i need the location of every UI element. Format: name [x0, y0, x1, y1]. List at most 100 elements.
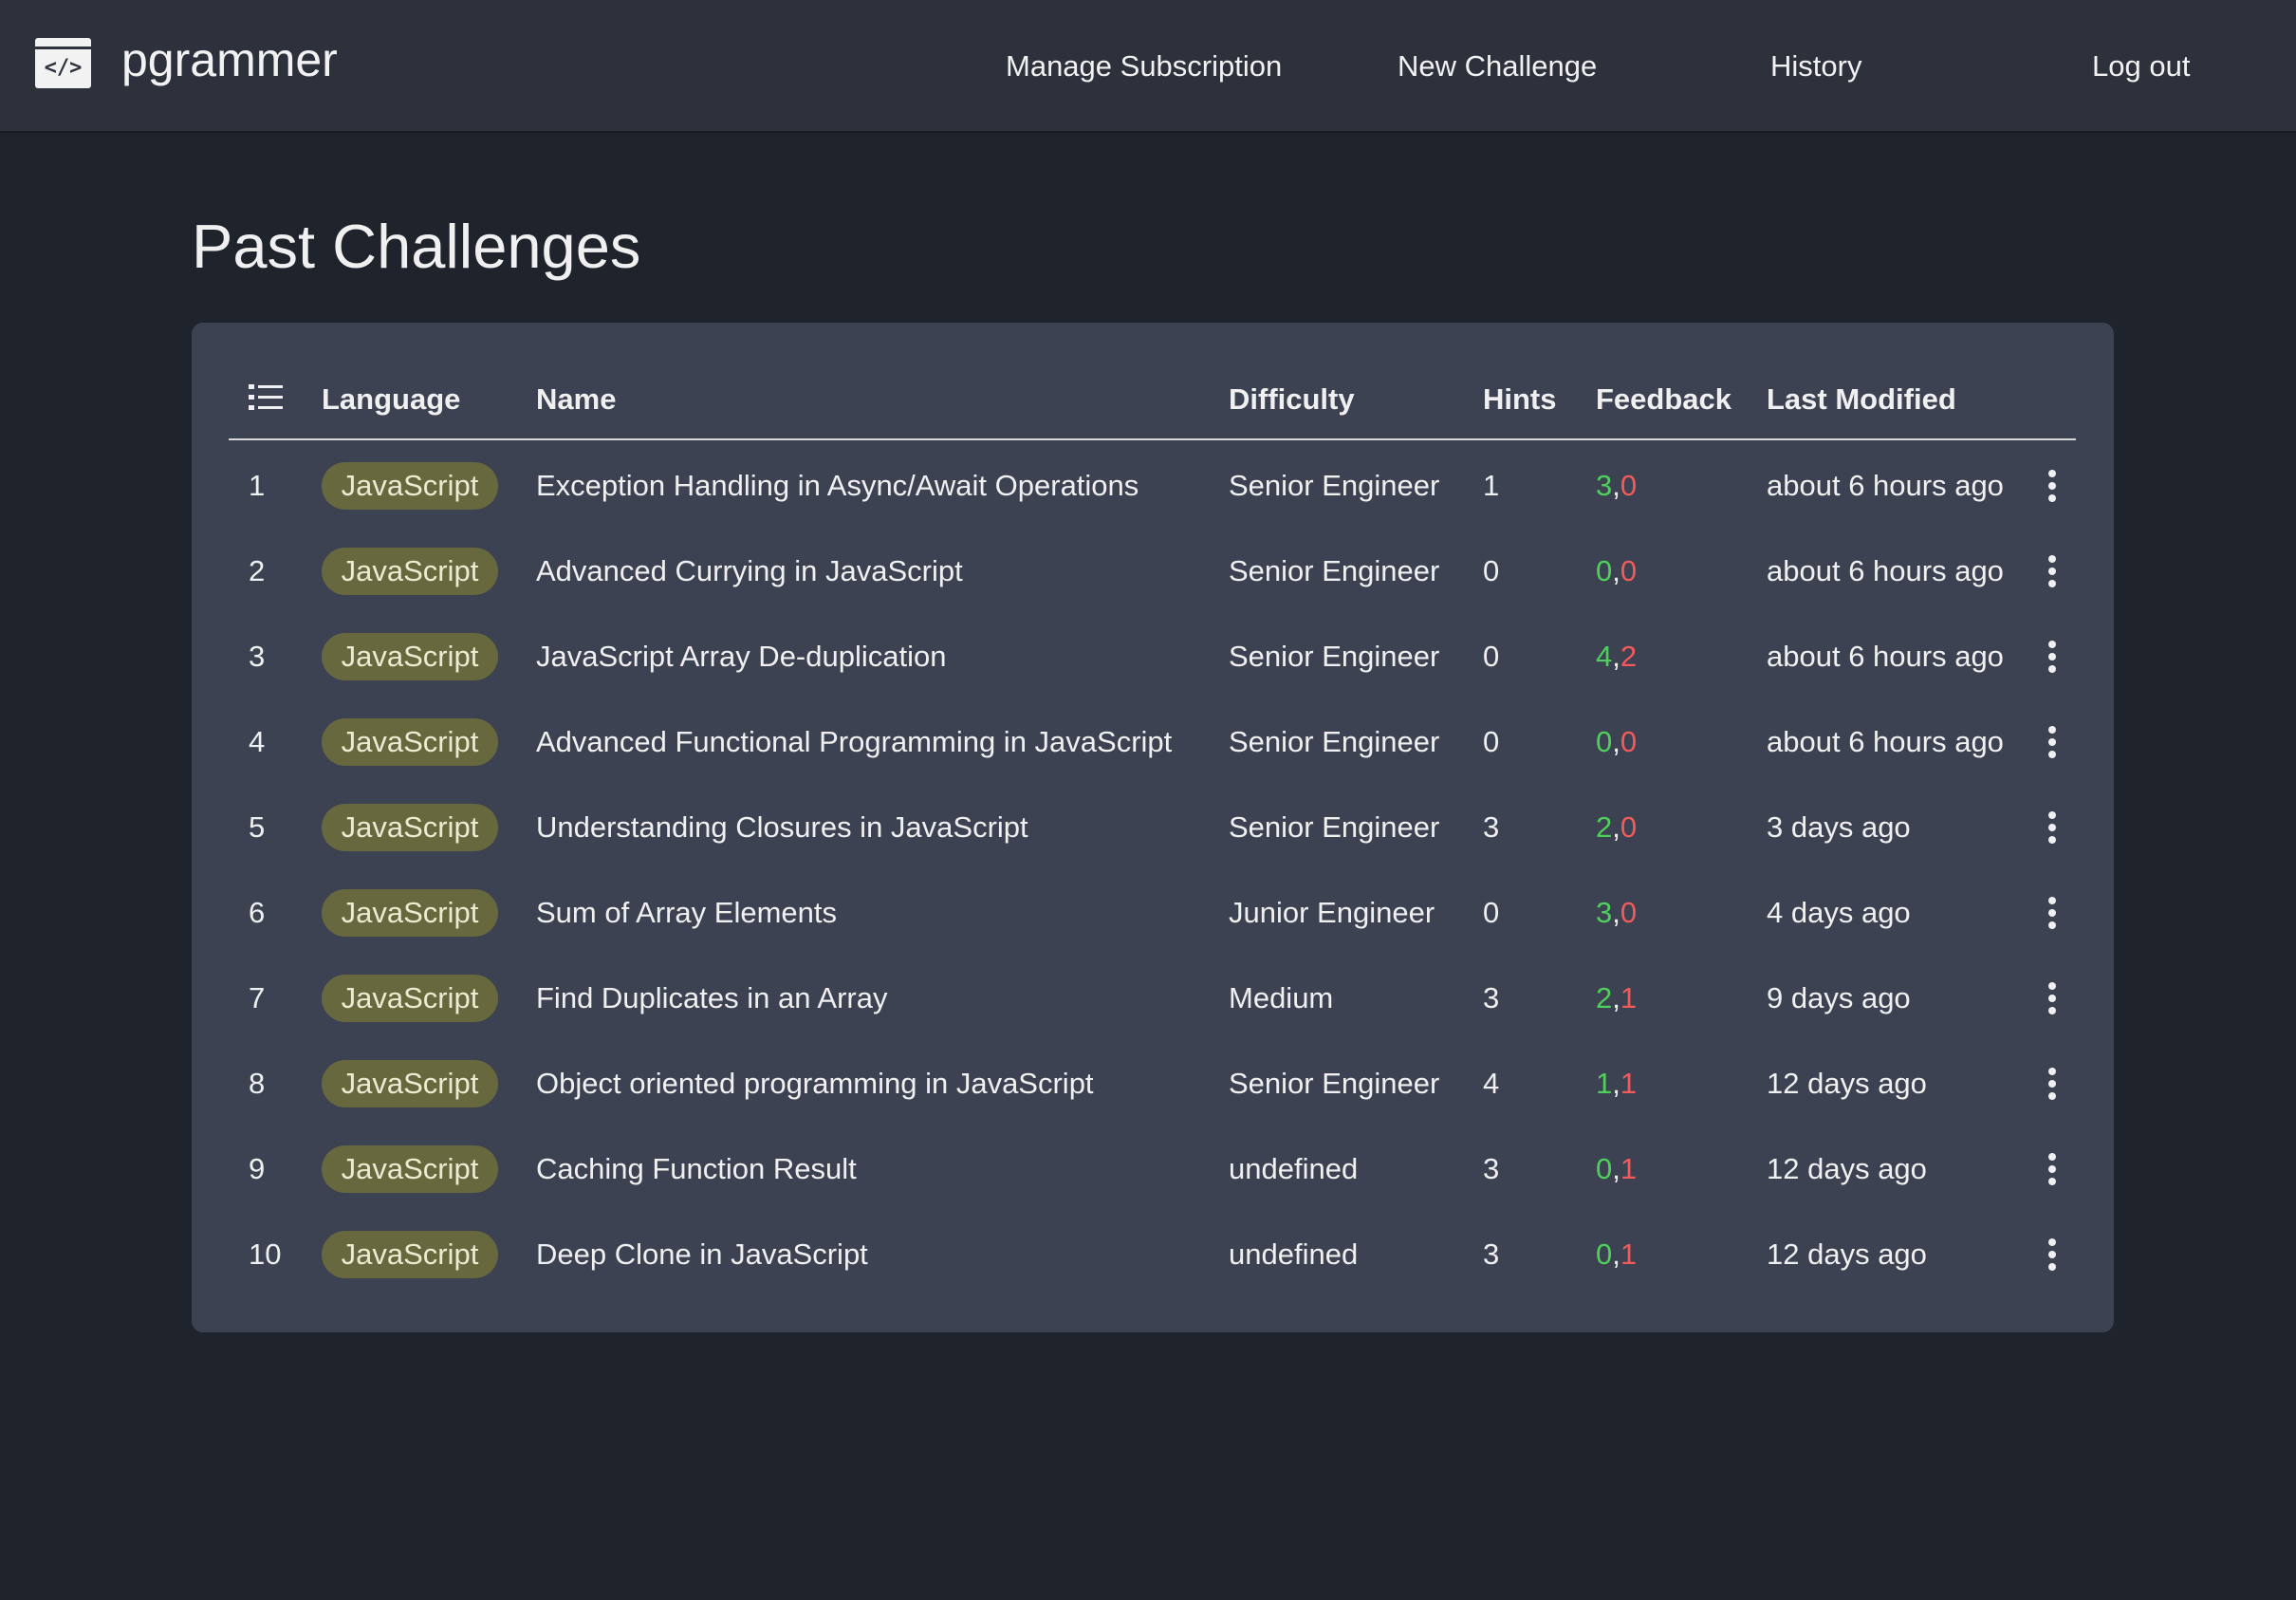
language-badge: JavaScript [322, 633, 498, 680]
column-header: Difficulty [1229, 382, 1355, 416]
feedback-negative: 0 [1620, 554, 1638, 587]
header: </> pgrammer Manage Subscription New Cha… [0, 0, 2296, 133]
challenge-name[interactable]: Advanced Currying in JavaScript [536, 554, 963, 587]
difficulty: Senior Engineer [1229, 554, 1440, 587]
feedback-separator: , [1612, 469, 1620, 502]
kebab-icon [2048, 811, 2056, 844]
last-modified: 9 days ago [1767, 981, 1911, 1014]
row-menu[interactable] [2045, 897, 2060, 929]
difficulty: Medium [1229, 981, 1334, 1014]
difficulty: Junior Engineer [1229, 896, 1435, 929]
feedback: 1,1 [1596, 1067, 1637, 1101]
row-menu[interactable] [2045, 555, 2060, 587]
row-index: 3 [249, 640, 266, 673]
language-badge: JavaScript [322, 1060, 498, 1107]
last-modified: 4 days ago [1767, 896, 1911, 929]
hints: 3 [1483, 1152, 1500, 1185]
row-menu[interactable] [2045, 726, 2060, 758]
feedback-negative: 0 [1620, 896, 1638, 929]
feedback-positive: 3 [1596, 896, 1613, 929]
feedback-separator: , [1612, 1067, 1620, 1100]
row-menu[interactable] [2045, 641, 2060, 673]
row-index: 7 [249, 981, 266, 1014]
challenge-name[interactable]: Object oriented programming in JavaScrip… [536, 1067, 1094, 1100]
feedback: 0,0 [1596, 725, 1637, 759]
language-badge: JavaScript [322, 1231, 498, 1278]
feedback-positive: 2 [1596, 981, 1613, 1014]
row-index: 6 [249, 896, 266, 929]
challenge-name[interactable]: Sum of Array Elements [536, 896, 838, 929]
kebab-icon [2048, 982, 2056, 1014]
last-modified: 12 days ago [1767, 1152, 1927, 1185]
challenge-name[interactable]: Caching Function Result [536, 1152, 857, 1185]
language-badge: JavaScript [322, 975, 498, 1022]
kebab-icon [2048, 555, 2056, 587]
feedback: 3,0 [1596, 896, 1637, 930]
row-menu[interactable] [2045, 982, 2060, 1014]
feedback-negative: 0 [1620, 810, 1638, 844]
row-index: 4 [249, 725, 266, 758]
challenge-name[interactable]: Exception Handling in Async/Await Operat… [536, 469, 1139, 502]
logo[interactable]: </> [35, 38, 91, 88]
feedback-separator: , [1612, 725, 1620, 758]
challenge-name[interactable]: Advanced Functional Programming in JavaS… [536, 725, 1173, 758]
row-index: 9 [249, 1152, 266, 1185]
hints: 3 [1483, 810, 1500, 844]
kebab-icon [2048, 726, 2056, 758]
language-badge: JavaScript [322, 462, 498, 510]
feedback-positive: 0 [1596, 725, 1613, 758]
feedback-separator: , [1612, 1152, 1620, 1185]
column-header: Name [536, 382, 617, 416]
language-badge: JavaScript [322, 1145, 498, 1193]
hints: 3 [1483, 981, 1500, 1014]
hints: 0 [1483, 896, 1500, 929]
row-index: 5 [249, 810, 266, 844]
feedback-negative: 1 [1620, 1067, 1638, 1100]
feedback-positive: 0 [1596, 1237, 1613, 1271]
feedback: 4,2 [1596, 640, 1637, 674]
nav-link[interactable]: Manage Subscription [1006, 49, 1283, 83]
nav-link[interactable]: History [1770, 49, 1862, 83]
feedback-negative: 1 [1620, 1152, 1638, 1185]
kebab-icon [2048, 897, 2056, 929]
feedback-separator: , [1612, 554, 1620, 587]
feedback: 0,1 [1596, 1152, 1637, 1186]
kebab-icon [2048, 1238, 2056, 1271]
kebab-icon [2048, 1068, 2056, 1100]
difficulty: undefined [1229, 1152, 1359, 1185]
feedback-separator: , [1612, 896, 1620, 929]
feedback-positive: 0 [1596, 1152, 1613, 1185]
header-divider [229, 438, 2076, 440]
column-header: Hints [1483, 382, 1557, 416]
feedback-positive: 2 [1596, 810, 1613, 844]
list-icon [249, 384, 283, 410]
language-badge: JavaScript [322, 889, 498, 937]
row-menu[interactable] [2045, 1238, 2060, 1271]
last-modified: about 6 hours ago [1767, 725, 2004, 758]
kebab-icon [2048, 1153, 2056, 1185]
challenge-name[interactable]: JavaScript Array De-duplication [536, 640, 947, 673]
feedback-negative: 0 [1620, 725, 1638, 758]
feedback-negative: 1 [1620, 1237, 1638, 1271]
feedback-negative: 1 [1620, 981, 1638, 1014]
last-modified: about 6 hours ago [1767, 640, 2004, 673]
hints: 0 [1483, 725, 1500, 758]
feedback: 3,0 [1596, 469, 1637, 503]
difficulty: Senior Engineer [1229, 1067, 1440, 1100]
difficulty: Senior Engineer [1229, 640, 1440, 673]
nav-link[interactable]: Log out [2092, 49, 2191, 83]
difficulty: Senior Engineer [1229, 725, 1440, 758]
feedback-negative: 0 [1620, 469, 1638, 502]
column-header: Language [322, 382, 461, 416]
feedback-negative: 2 [1620, 640, 1638, 673]
challenge-name[interactable]: Understanding Closures in JavaScript [536, 810, 1028, 844]
page-title: Past Challenges [192, 212, 641, 281]
brand[interactable]: pgrammer [121, 33, 338, 86]
nav-link[interactable]: New Challenge [1398, 49, 1598, 83]
row-menu[interactable] [2045, 1068, 2060, 1100]
challenge-name[interactable]: Find Duplicates in an Array [536, 981, 888, 1014]
row-menu[interactable] [2045, 811, 2060, 844]
row-menu[interactable] [2045, 1153, 2060, 1185]
row-menu[interactable] [2045, 470, 2060, 502]
challenge-name[interactable]: Deep Clone in JavaScript [536, 1237, 868, 1271]
